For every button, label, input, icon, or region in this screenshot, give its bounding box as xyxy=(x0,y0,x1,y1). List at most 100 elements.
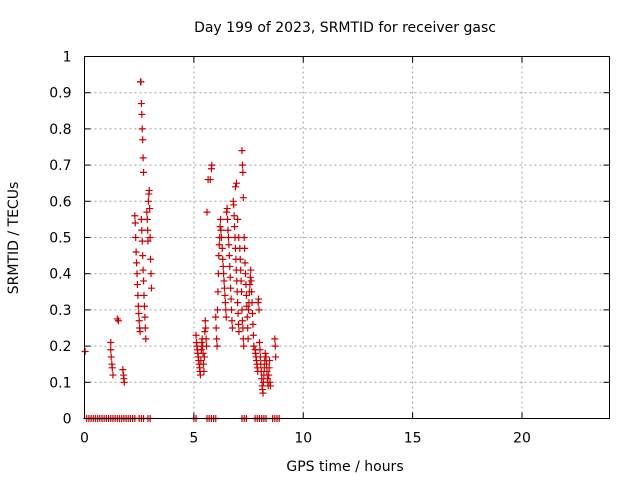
data-point xyxy=(223,205,231,213)
data-point xyxy=(108,364,116,372)
data-point xyxy=(196,371,204,379)
data-point xyxy=(217,234,225,241)
data-point xyxy=(249,310,256,318)
data-point xyxy=(226,273,234,281)
y-tick-label: 0.6 xyxy=(49,194,71,210)
y-tick-label: 0.9 xyxy=(49,86,71,102)
data-point xyxy=(131,219,139,227)
data-point xyxy=(138,110,146,118)
data-point xyxy=(140,302,148,310)
data-point xyxy=(243,302,251,310)
data-point xyxy=(246,281,254,289)
data-point xyxy=(234,215,242,223)
data-point xyxy=(216,223,224,231)
data-point xyxy=(247,266,255,274)
data-point xyxy=(263,367,271,375)
data-point xyxy=(215,252,223,260)
grid xyxy=(84,56,610,419)
data-point xyxy=(256,338,263,346)
y-tick-label: 0.5 xyxy=(49,231,71,247)
data-point xyxy=(224,226,232,234)
data-point xyxy=(142,335,150,343)
data-point xyxy=(250,342,258,350)
y-tick-label: 0.7 xyxy=(49,158,71,174)
data-point xyxy=(220,277,228,285)
data-point xyxy=(140,291,148,299)
x-tick-label: 0 xyxy=(80,431,89,447)
data-point xyxy=(261,349,269,357)
data-point xyxy=(206,176,214,184)
data-point xyxy=(234,299,242,307)
data-point xyxy=(147,270,155,278)
data-point xyxy=(242,291,250,299)
data-point xyxy=(239,168,247,176)
data-point xyxy=(255,306,263,314)
data-point xyxy=(145,186,153,194)
data-point xyxy=(224,234,232,241)
y-axis-label: SRMTID / TECUs xyxy=(6,182,22,295)
data-point xyxy=(222,313,230,321)
data-point xyxy=(136,328,144,336)
data-point xyxy=(221,291,229,299)
data-point xyxy=(215,241,223,249)
data-point xyxy=(132,248,140,256)
data-point xyxy=(238,147,246,155)
data-point xyxy=(133,281,141,289)
data-point xyxy=(238,306,246,314)
data-point xyxy=(192,331,200,339)
data-point xyxy=(134,302,142,310)
data-point xyxy=(227,284,235,292)
data-point xyxy=(219,255,227,263)
data-point xyxy=(235,328,243,336)
data-point xyxy=(217,226,225,234)
data-point xyxy=(132,234,140,241)
data-point xyxy=(246,273,254,281)
data-point xyxy=(140,168,148,176)
data-point xyxy=(221,284,228,292)
data-point xyxy=(143,208,151,216)
data-point xyxy=(220,270,228,278)
y-tick-label: 0.4 xyxy=(49,267,71,283)
data-point xyxy=(81,348,89,356)
data-point xyxy=(266,382,274,390)
data-point xyxy=(263,360,270,368)
data-point xyxy=(228,306,235,314)
x-tick-label: 20 xyxy=(513,431,531,447)
data-point xyxy=(107,338,115,346)
x-tick-label: 5 xyxy=(189,431,198,447)
data-point xyxy=(147,255,155,263)
y-tick-label: 1 xyxy=(63,50,72,66)
data-point xyxy=(238,288,246,296)
data-point xyxy=(141,324,149,332)
data-point xyxy=(212,324,220,332)
data-point xyxy=(137,100,145,108)
data-point xyxy=(219,262,227,270)
data-point xyxy=(234,310,242,318)
data-point xyxy=(119,366,127,374)
data-point xyxy=(239,194,247,202)
data-point xyxy=(139,154,147,162)
data-point xyxy=(249,320,257,328)
data-point xyxy=(200,367,208,375)
x-tick-label: 15 xyxy=(404,431,422,447)
data-point xyxy=(214,306,221,314)
data-point xyxy=(265,371,273,379)
data-point xyxy=(217,215,225,223)
data-point xyxy=(236,255,244,263)
data-point xyxy=(208,161,216,169)
data-point xyxy=(137,78,145,86)
data-point xyxy=(113,315,121,323)
data-point xyxy=(139,252,147,260)
data-point xyxy=(197,357,205,365)
data-point xyxy=(265,364,273,372)
y-tick-label: 0.3 xyxy=(49,303,71,319)
axis-ticks: 00.10.20.30.40.50.60.70.80.910 5 10 15 20 xyxy=(49,50,610,447)
data-point xyxy=(238,317,246,325)
data-point xyxy=(249,331,257,339)
data-point xyxy=(271,335,279,343)
data-point xyxy=(214,288,222,296)
data-point xyxy=(271,342,279,350)
data-point xyxy=(230,201,238,209)
y-tick-label: 0.8 xyxy=(49,122,71,138)
data-point xyxy=(212,313,220,321)
